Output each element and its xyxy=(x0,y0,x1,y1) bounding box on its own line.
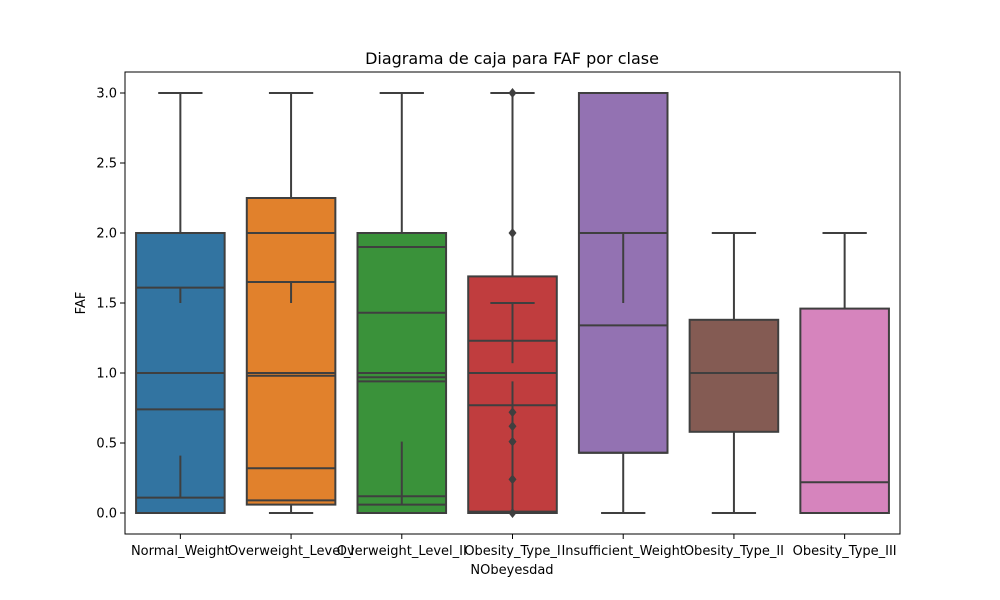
chart-title: Diagrama de caja para FAF por clase xyxy=(365,49,659,68)
overlay-Normal_Weight xyxy=(136,286,225,499)
y-tick-label: 3.0 xyxy=(96,87,117,102)
overlay-Overweight_Level_I xyxy=(246,232,336,502)
outlier-marker xyxy=(508,228,517,238)
x-tick-label: Obesity_Type_I xyxy=(464,544,560,559)
box-Obesity_Type_II xyxy=(688,232,780,514)
y-tick-label: 0.5 xyxy=(96,437,117,452)
iqr-box xyxy=(245,197,337,506)
overlay-Obesity_Type_I xyxy=(468,302,557,513)
y-tick-label: 1.0 xyxy=(96,367,117,382)
x-axis-label: NObeyesdad xyxy=(470,563,553,578)
box-Obesity_Type_III xyxy=(799,232,890,514)
y-tick-label: 2.0 xyxy=(96,227,117,242)
y-axis: 0.0 0.5 1.0 1.5 2.0 2.5 3.0 xyxy=(96,87,125,522)
x-tick-label: Overweight_Level_II xyxy=(337,544,467,559)
outlier-marker xyxy=(508,508,517,518)
box-Normal_Weight xyxy=(135,92,226,514)
overlay-Overweight_Level_II xyxy=(357,246,447,506)
box-Overweight_Level_I xyxy=(245,92,337,514)
x-tick-label: Overweight_Level_I xyxy=(228,544,354,559)
iqr-box xyxy=(799,307,890,514)
x-tick-label: Normal_Weight xyxy=(131,544,230,559)
y-axis-label: FAF xyxy=(74,292,89,315)
y-tick-label: 0.0 xyxy=(96,507,117,522)
y-tick-label: 1.5 xyxy=(96,297,117,312)
x-tick-label: Insufficient_Weight xyxy=(561,544,685,559)
y-tick-label: 2.5 xyxy=(96,157,117,172)
x-tick-label: Obesity_Type_II xyxy=(684,544,784,559)
x-tick-label: Obesity_Type_III xyxy=(793,544,897,559)
plot-area xyxy=(135,88,890,518)
overlay-Insufficient_Weight xyxy=(578,232,668,454)
x-axis: Normal_WeightOverweight_Level_IOverweigh… xyxy=(131,534,897,559)
iqr-box xyxy=(688,318,780,433)
outlier-marker xyxy=(508,88,517,98)
